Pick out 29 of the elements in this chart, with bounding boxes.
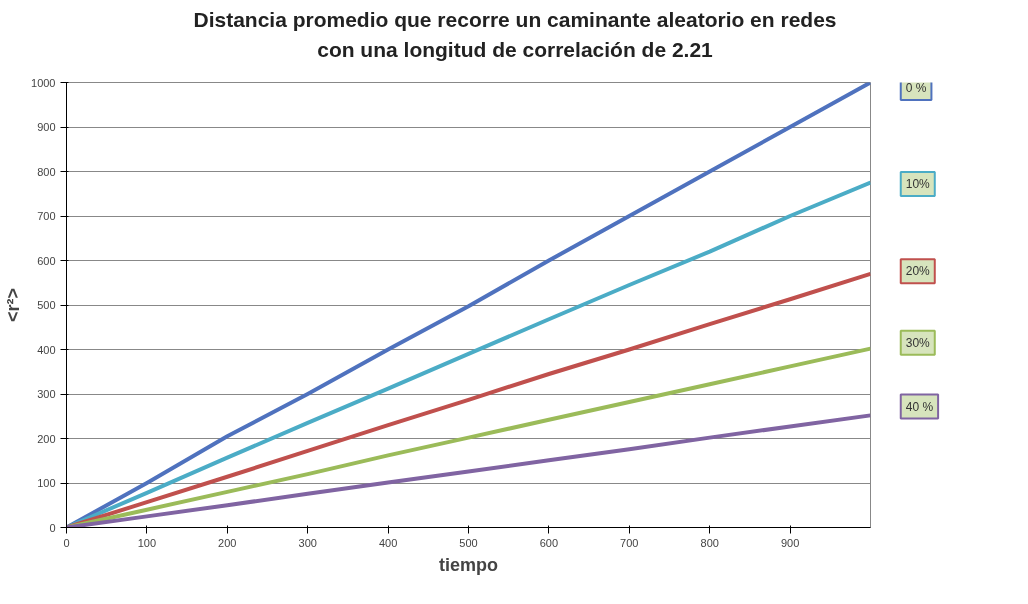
y-tick-label: 0 bbox=[49, 521, 56, 534]
y-tick-label: 300 bbox=[37, 388, 56, 400]
chart-title: Distancia promedio que recorre un caminante aleatorio en redes con una longitud de correlación de 2.21 bbox=[193, 7, 837, 63]
y-tick-label: 100 bbox=[37, 477, 56, 489]
y-axis-title: <r²> bbox=[3, 287, 24, 323]
x-tick-label: 800 bbox=[700, 536, 719, 549]
x-tick-label: 600 bbox=[539, 536, 559, 549]
y-tick-label: 500 bbox=[37, 299, 56, 311]
y-tick-label: 200 bbox=[37, 432, 56, 445]
text: 30% bbox=[905, 335, 931, 350]
x-tick-label: 0 bbox=[63, 536, 70, 549]
text: 0 % bbox=[905, 81, 927, 96]
x-tick-label: 500 bbox=[459, 536, 478, 549]
text: 20% bbox=[905, 264, 931, 279]
x-tick-label: 300 bbox=[298, 536, 317, 549]
text: 10% bbox=[905, 176, 931, 191]
x-tick-label: 200 bbox=[218, 536, 237, 549]
y-tick-label: 900 bbox=[37, 121, 56, 133]
y-tick-label: 400 bbox=[37, 343, 56, 356]
y-tick-label: 1000 bbox=[31, 76, 56, 89]
text: 40 % bbox=[905, 399, 934, 414]
x-tick-label: 400 bbox=[378, 536, 398, 549]
x-axis-title: tiempo bbox=[439, 554, 499, 575]
y-tick-label: 700 bbox=[37, 210, 56, 222]
y-tick-label: 800 bbox=[37, 165, 56, 178]
x-tick-label: 700 bbox=[620, 536, 639, 549]
x-tick-label: 900 bbox=[780, 536, 800, 549]
y-tick-label: 600 bbox=[37, 254, 56, 267]
x-tick-label: 100 bbox=[137, 536, 157, 549]
